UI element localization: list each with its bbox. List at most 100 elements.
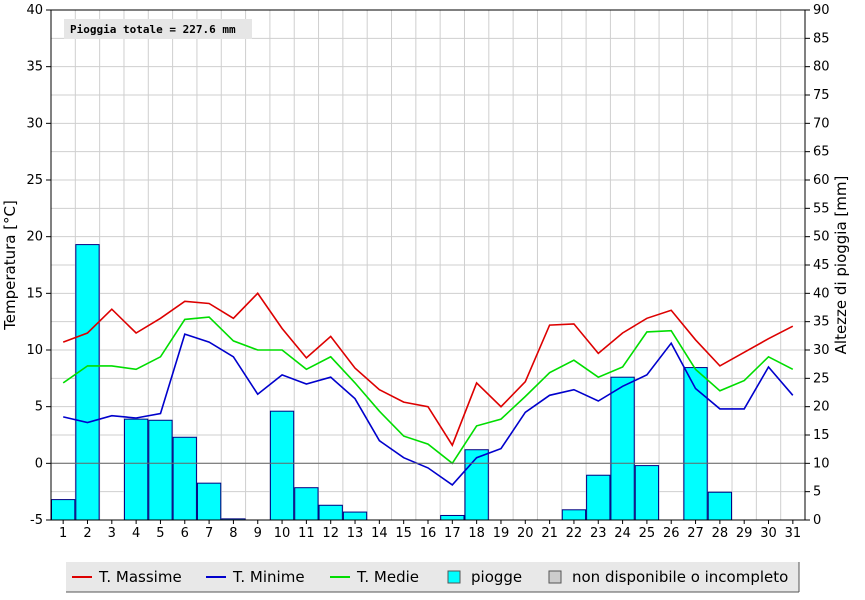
x-tick-label: 6 xyxy=(181,526,189,541)
rain-bar xyxy=(269,410,295,521)
legend-label: T. Massime xyxy=(98,568,182,586)
legend-swatch xyxy=(548,570,562,584)
rain-bar xyxy=(342,511,368,521)
series-line xyxy=(63,333,794,486)
x-tick-label: 26 xyxy=(663,526,680,541)
rain-bar xyxy=(464,449,489,521)
y-right-tick-label: 40 xyxy=(813,286,830,301)
x-tick-label: 3 xyxy=(108,526,116,541)
legend-label: T. Minime xyxy=(232,568,305,586)
y-right-tick-label: 50 xyxy=(813,230,830,245)
rain-total-box: Pioggia totale = 227.6 mm xyxy=(64,19,252,39)
y-left-tick-label: 10 xyxy=(26,343,43,358)
x-tick-label: 31 xyxy=(785,526,802,541)
x-tick-label: 11 xyxy=(298,526,315,541)
x-tick-label: 2 xyxy=(83,526,91,541)
x-tick-label: 9 xyxy=(254,526,262,541)
rain-bar xyxy=(75,244,100,521)
rain-bar xyxy=(318,504,343,521)
rain-bar xyxy=(634,465,660,521)
y-right-tick-label: 45 xyxy=(813,258,830,273)
y-right-tick-label: 10 xyxy=(813,456,830,471)
x-tick-label: 23 xyxy=(590,526,607,541)
rain-total-label: Pioggia totale = 227.6 mm xyxy=(70,23,236,36)
legend-item: T. Massime xyxy=(72,568,182,586)
rain-bar xyxy=(586,474,611,521)
legend-item: piogge xyxy=(447,568,522,586)
y-right-tick-label: 60 xyxy=(813,173,830,188)
rain-bar xyxy=(440,514,465,521)
rain-bar xyxy=(172,436,197,521)
x-tick-label: 21 xyxy=(541,526,558,541)
legend-label: piogge xyxy=(471,568,522,586)
x-tick-label: 19 xyxy=(493,526,510,541)
x-tick-label: 12 xyxy=(322,526,339,541)
rain-bar xyxy=(294,487,319,521)
y-right-tick-label: 90 xyxy=(813,3,830,18)
rain-bar xyxy=(561,509,587,521)
x-tick-label: 17 xyxy=(444,526,461,541)
y-right-ticks: 0 5 10 15 20 25 30 35 40 45 50 55 60 65 70 75 80 85 90 xyxy=(805,3,830,528)
y-right-title: Altezze di pioggia [mm] xyxy=(832,176,850,355)
x-tick-label: 25 xyxy=(639,526,656,541)
rain-bar xyxy=(196,482,222,521)
rain-bar xyxy=(51,499,76,521)
y-right-tick-label: 65 xyxy=(813,145,830,160)
y-right-tick-label: 15 xyxy=(813,428,830,443)
y-left-tick-label: 35 xyxy=(26,60,43,75)
x-tick-label: 28 xyxy=(712,526,729,541)
y-left-tick-label: 25 xyxy=(26,173,43,188)
y-right-tick-label: 35 xyxy=(813,315,830,330)
x-tick-label: 24 xyxy=(614,526,631,541)
rain-bar xyxy=(148,419,173,521)
x-tick-label: 27 xyxy=(687,526,704,541)
legend-label: T. Medie xyxy=(356,568,419,586)
x-tick-label: 15 xyxy=(395,526,412,541)
y-left-tick-label: 20 xyxy=(26,230,43,245)
legend-item: T. Medie xyxy=(330,568,419,586)
x-tick-label: 30 xyxy=(760,526,777,541)
x-tick-label: 13 xyxy=(347,526,364,541)
x-tick-label: 1 xyxy=(59,526,67,541)
x-tick-label: 14 xyxy=(371,526,388,541)
x-tick-label: 10 xyxy=(274,526,291,541)
y-right-tick-label: 85 xyxy=(813,31,830,46)
y-right-tick-label: 0 xyxy=(813,513,821,528)
x-tick-label: 29 xyxy=(736,526,753,541)
rain-bar xyxy=(707,491,733,521)
y-left-ticks: -5 0 5 10 15 20 25 30 35 40 xyxy=(26,3,51,528)
rain-bar xyxy=(123,418,149,521)
x-tick-label: 20 xyxy=(517,526,534,541)
y-right-tick-label: 20 xyxy=(813,400,830,415)
y-left-tick-label: 30 xyxy=(26,116,43,131)
y-right-tick-label: 5 xyxy=(813,485,821,500)
x-tick-label: 8 xyxy=(229,526,237,541)
legend-item: T. Minime xyxy=(206,568,305,586)
y-left-tick-label: 5 xyxy=(35,400,43,415)
y-left-tick-label: -5 xyxy=(30,513,43,528)
x-tick-label: 18 xyxy=(468,526,485,541)
y-right-tick-label: 25 xyxy=(813,371,830,386)
rain-bar xyxy=(683,367,708,521)
legend-swatch xyxy=(447,570,461,584)
x-tick-label: 4 xyxy=(132,526,140,541)
series-line xyxy=(62,316,794,465)
legend: T. Massime T. Minime T. Medie piogge non dis… xyxy=(66,562,800,593)
temperature-lines xyxy=(62,292,794,486)
y-left-tick-label: 0 xyxy=(35,456,43,471)
y-right-tick-label: 30 xyxy=(813,343,830,358)
legend-label: non disponibile o incompleto xyxy=(572,568,788,586)
y-left-tick-label: 15 xyxy=(26,286,43,301)
rain-bar xyxy=(610,376,635,521)
y-right-tick-label: 75 xyxy=(813,88,830,103)
y-left-title: Temperatura [°C] xyxy=(1,200,19,331)
x-tick-label: 5 xyxy=(156,526,164,541)
series-line xyxy=(62,292,794,447)
y-right-tick-label: 55 xyxy=(813,201,830,216)
x-ticks: 1 2 3 4 5 6 7 8 9 10 11 12 13 14 15 16 17 18 19 20 21 22 23 24 2… xyxy=(59,520,801,541)
legend-item: non disponibile o incompleto xyxy=(548,568,788,586)
y-left-tick-label: 40 xyxy=(26,3,43,18)
y-right-tick-label: 80 xyxy=(813,60,830,75)
y-right-tick-label: 70 xyxy=(813,116,830,131)
